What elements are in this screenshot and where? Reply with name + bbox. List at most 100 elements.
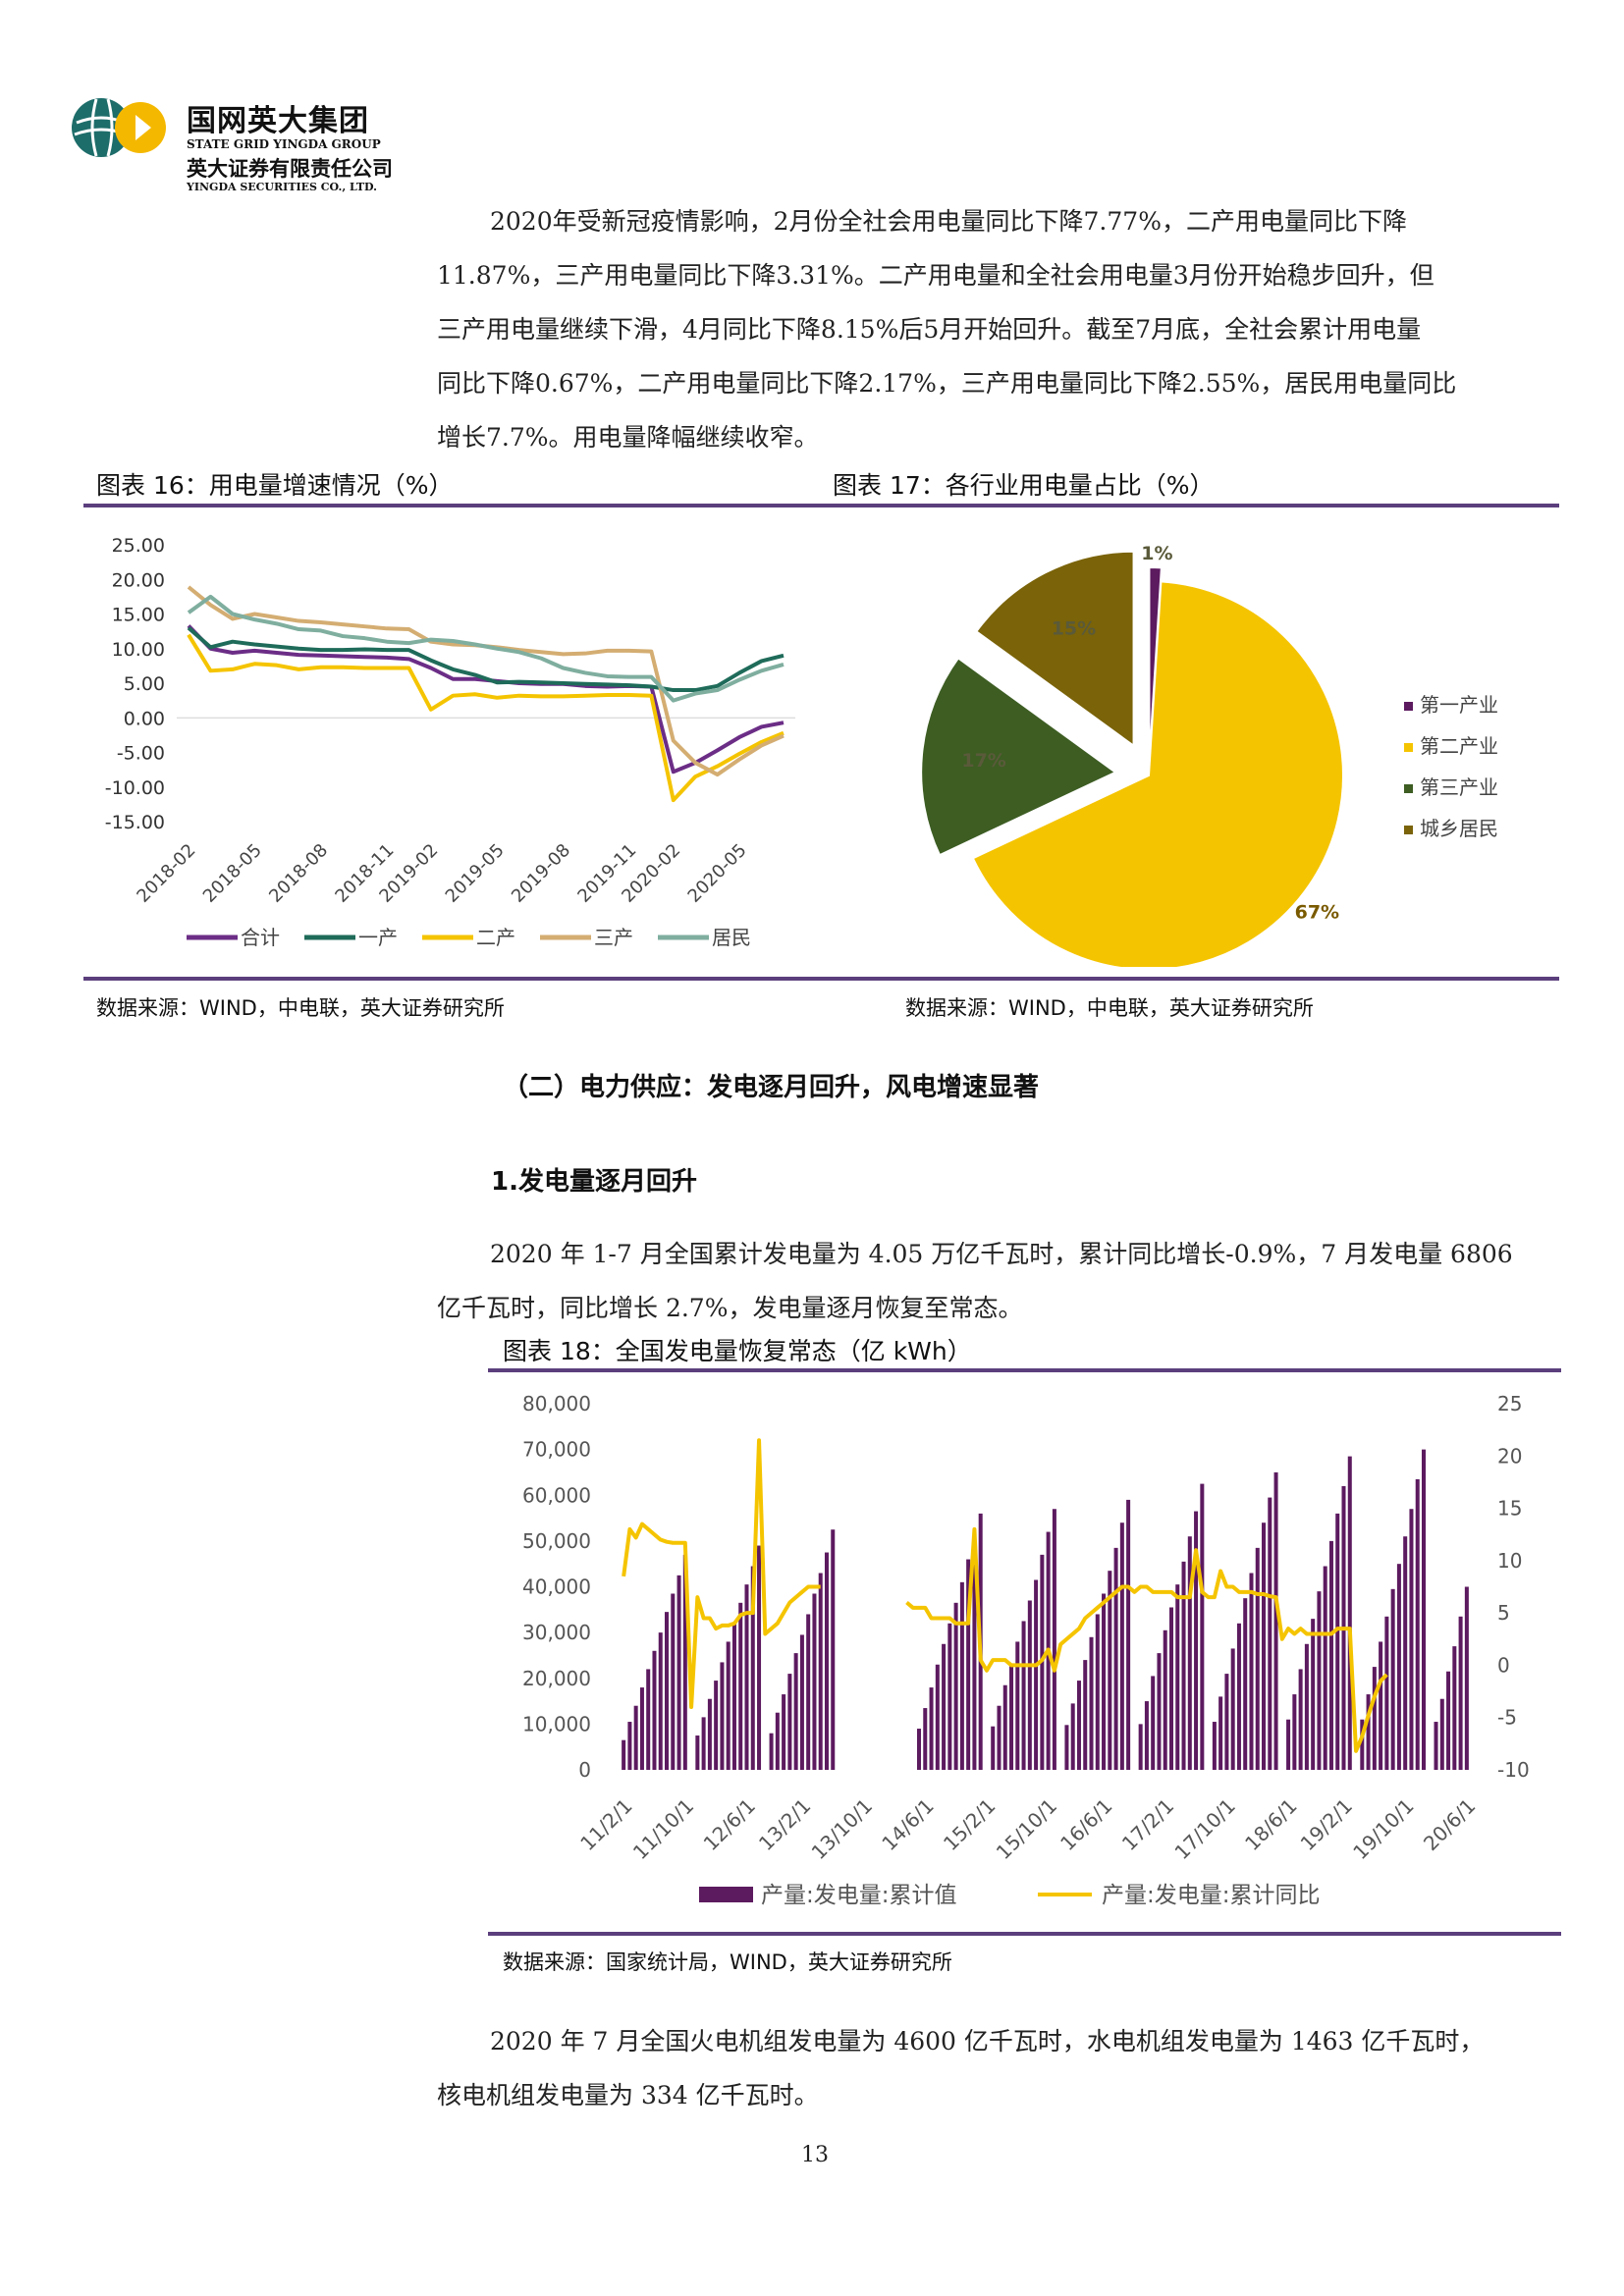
bar (812, 1593, 817, 1770)
bar (1144, 1701, 1149, 1770)
bar (1076, 1681, 1081, 1770)
pie-data-label: 1% (1141, 543, 1172, 564)
y-left-tick-label: 30,000 (522, 1621, 591, 1644)
subsidiary-name-en: YINGDA SECURITIES CO., LTD. (187, 181, 377, 193)
bar (695, 1735, 700, 1770)
bar (726, 1641, 731, 1770)
x-tick-label: 12/6/1 (699, 1794, 760, 1855)
y-left-tick-label: 60,000 (522, 1483, 591, 1507)
bar (1347, 1456, 1352, 1770)
fig18-combo-chart: 80,000 70,000 60,000 50,000 40,000 30,000 20,0… (522, 1392, 1530, 1908)
fig18-source: 数据来源：国家统计局，WIND，英大证券研究所 (503, 1950, 952, 1974)
x-tick-label: 2018-08 (265, 840, 332, 907)
bar (1317, 1591, 1322, 1770)
bar (947, 1623, 952, 1770)
bar (1119, 1522, 1124, 1770)
bar (831, 1529, 836, 1770)
bar (1151, 1676, 1156, 1770)
bar (1108, 1571, 1112, 1770)
pie-data-label: 15% (1052, 618, 1096, 640)
bar (714, 1681, 719, 1770)
x-tick-label: 2018-05 (199, 840, 266, 907)
pie-data-label: 67% (1295, 902, 1339, 924)
series-line (905, 1526, 1388, 1753)
bar (627, 1722, 632, 1770)
bar (1384, 1616, 1389, 1770)
bar (1138, 1724, 1143, 1770)
bar (1224, 1674, 1229, 1770)
y-right-tick-label: -10 (1497, 1758, 1530, 1782)
series-line (187, 626, 785, 693)
bar (1360, 1719, 1365, 1770)
y-right-tick-label: 20 (1497, 1444, 1522, 1468)
bar (1390, 1588, 1395, 1770)
y-right-tick-label: 10 (1497, 1549, 1522, 1573)
y-tick-label: 0.00 (124, 708, 165, 729)
series-line (622, 1438, 821, 1710)
legend-label: 一产 (358, 926, 398, 949)
bar (1194, 1511, 1199, 1770)
fig18-title: 图表 18：全国发电量恢复常态（亿 kWh） (503, 1337, 972, 1365)
legend-label: 第二产业 (1420, 734, 1498, 758)
legend-label: 二产 (476, 926, 515, 949)
x-tick-label: 17/10/1 (1169, 1794, 1239, 1864)
fig17-title: 图表 17：各行业用电量占比（%） (833, 471, 1215, 500)
text-line: 11.87%，三产用电量同比下降3.31%。二产用电量和全社会用电量3月份开始稳… (437, 261, 1435, 290)
bar (1446, 1671, 1451, 1770)
company-logo (67, 93, 175, 162)
y-right-tick-label: 15 (1497, 1497, 1522, 1521)
fig17-source: 数据来源：WIND，中电联，英大证券研究所 (905, 996, 1314, 1020)
bar (775, 1712, 780, 1770)
bar (738, 1602, 743, 1770)
bar (1027, 1600, 1032, 1770)
bar (782, 1694, 786, 1770)
pie-slice (974, 550, 1135, 748)
bar (731, 1623, 736, 1770)
bar (1113, 1547, 1118, 1770)
bar (1268, 1497, 1272, 1770)
company-name-en: STATE GRID YINGDA GROUP (187, 137, 381, 151)
bar (1095, 1614, 1100, 1770)
bar (665, 1612, 670, 1770)
y-tick-label: 20.00 (112, 569, 165, 591)
bar (1458, 1616, 1463, 1770)
x-tick-label: 11/10/1 (628, 1794, 698, 1864)
bar (1163, 1629, 1167, 1770)
page-number: 13 (801, 2143, 829, 2167)
bar (1034, 1579, 1039, 1770)
paragraph-electricity-consumption: 2020年受新冠疫情影响，2月份全社会用电量同比下降7.77%，二产用电量同比下… (437, 194, 1571, 464)
bar (1200, 1483, 1205, 1770)
bar (1021, 1621, 1026, 1770)
bar (787, 1674, 792, 1770)
bar (1249, 1573, 1254, 1770)
bar (1052, 1509, 1056, 1770)
y-right-tick-label: 0 (1497, 1653, 1510, 1677)
bar (633, 1705, 638, 1770)
pie-slice (971, 580, 1344, 967)
bar (1218, 1696, 1223, 1770)
bar (639, 1687, 644, 1770)
subsection-heading: 1.发电量逐月回升 (491, 1167, 697, 1197)
bar (682, 1554, 687, 1770)
bar (1464, 1586, 1469, 1770)
x-tick-label: 2019-08 (508, 840, 574, 907)
legend-label: 城乡居民 (1420, 817, 1498, 840)
bar (1236, 1623, 1241, 1770)
bar (1064, 1725, 1069, 1770)
bar (1243, 1598, 1248, 1770)
bar (942, 1643, 947, 1770)
bar (1421, 1449, 1426, 1770)
y-tick-label: 15.00 (112, 605, 165, 626)
bar (1262, 1522, 1267, 1770)
bar (1366, 1694, 1371, 1770)
bar (953, 1602, 958, 1770)
text-line: 同比下降0.67%，二产用电量同比下降2.17%，三产用电量同比下降2.55%，… (437, 369, 1457, 398)
series-line (187, 633, 785, 803)
bar (793, 1653, 798, 1770)
bar (1372, 1667, 1377, 1770)
text-line: 2020 年 7 月全国火电机组发电量为 4600 亿千瓦时，水电机组发电量为 … (490, 2027, 1485, 2056)
legend-label: 居民 (712, 926, 751, 949)
company-name-cn: 国网英大集团 (187, 104, 369, 138)
y-right-tick-label: 25 (1497, 1392, 1522, 1415)
